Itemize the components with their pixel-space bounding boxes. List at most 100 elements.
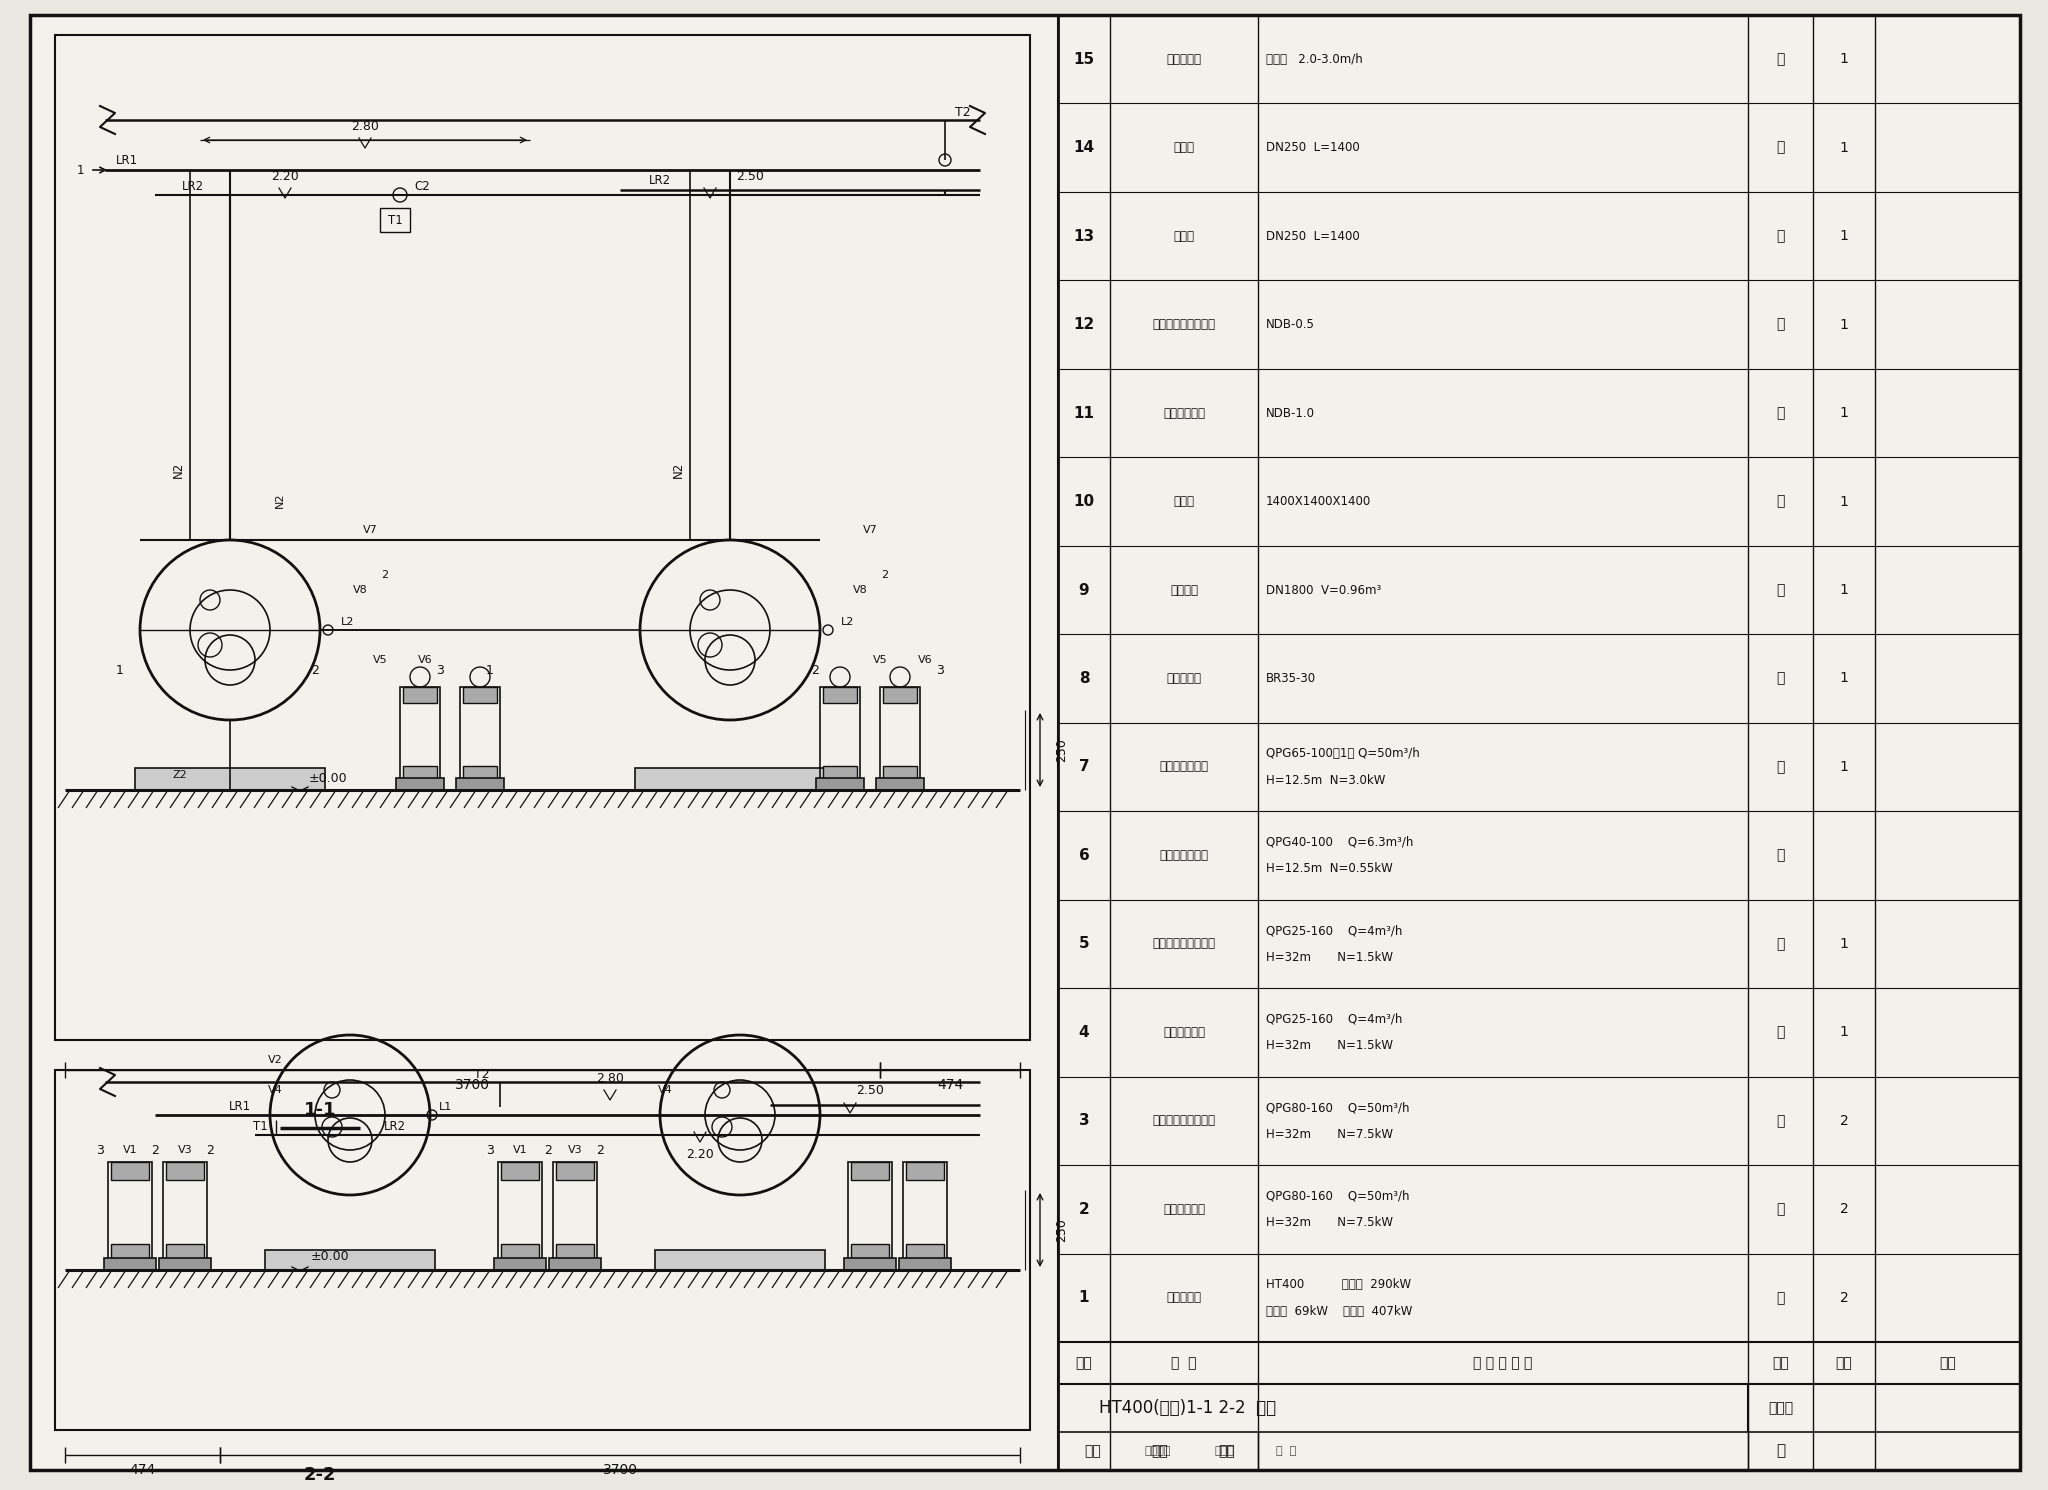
Text: 3: 3 bbox=[485, 1143, 494, 1156]
Text: QPG25-160    Q=4m³/h: QPG25-160 Q=4m³/h bbox=[1266, 924, 1403, 937]
Text: 4: 4 bbox=[1079, 1025, 1090, 1040]
Text: V8: V8 bbox=[352, 586, 367, 595]
Text: 1: 1 bbox=[1839, 229, 1849, 243]
Text: 序号: 序号 bbox=[1075, 1356, 1092, 1369]
Text: 2: 2 bbox=[311, 663, 319, 676]
Text: L2: L2 bbox=[842, 617, 854, 627]
Bar bbox=[498, 1162, 543, 1262]
Text: V8: V8 bbox=[852, 586, 868, 595]
Bar bbox=[55, 34, 1030, 1040]
Text: 1: 1 bbox=[1839, 52, 1849, 66]
Bar bbox=[264, 1250, 434, 1269]
Bar bbox=[111, 1162, 150, 1180]
Text: 能量提升器: 能量提升器 bbox=[1167, 1292, 1202, 1304]
Text: H=32m       N=7.5kW: H=32m N=7.5kW bbox=[1266, 1216, 1393, 1229]
Text: V3: V3 bbox=[178, 1144, 193, 1155]
Text: 2: 2 bbox=[545, 1143, 553, 1156]
Text: 2.80: 2.80 bbox=[596, 1071, 625, 1085]
Text: H=12.5m  N=3.0kW: H=12.5m N=3.0kW bbox=[1266, 773, 1384, 787]
Text: DN1800  V=0.96m³: DN1800 V=0.96m³ bbox=[1266, 584, 1380, 596]
Text: 台: 台 bbox=[1776, 583, 1784, 597]
Text: 2: 2 bbox=[381, 571, 389, 580]
Text: 设计: 设计 bbox=[1219, 1444, 1235, 1459]
Text: 2: 2 bbox=[207, 1143, 213, 1156]
Bar bbox=[635, 767, 825, 790]
Text: 1: 1 bbox=[485, 663, 494, 676]
Text: 14: 14 bbox=[1073, 140, 1094, 155]
Text: V7: V7 bbox=[362, 524, 377, 535]
Text: H=12.5m  N=0.55kW: H=12.5m N=0.55kW bbox=[1266, 863, 1393, 875]
Text: T1: T1 bbox=[387, 213, 401, 226]
Text: 15: 15 bbox=[1073, 52, 1094, 67]
Text: 13: 13 bbox=[1073, 228, 1094, 244]
Text: 台: 台 bbox=[1776, 672, 1784, 685]
Bar bbox=[883, 687, 918, 703]
Text: 图集号: 图集号 bbox=[1767, 1401, 1794, 1416]
Text: 末端水定压罐: 末端水定压罐 bbox=[1163, 407, 1204, 420]
Bar bbox=[555, 1162, 594, 1180]
Text: 台: 台 bbox=[1776, 52, 1784, 66]
Text: 1: 1 bbox=[1839, 937, 1849, 951]
Bar bbox=[555, 1244, 594, 1262]
Text: 250: 250 bbox=[1055, 1217, 1067, 1243]
Bar bbox=[111, 1244, 150, 1262]
Text: 生活热水加压泵: 生活热水加压泵 bbox=[1159, 760, 1208, 773]
Bar bbox=[403, 687, 436, 703]
Text: Z2: Z2 bbox=[172, 770, 186, 779]
Bar bbox=[104, 1258, 156, 1269]
Text: 广泡弘经: 广泡弘经 bbox=[1145, 1445, 1171, 1456]
Text: 1400X1400X1400: 1400X1400X1400 bbox=[1266, 495, 1372, 508]
Text: 手孔刻: 手孔刻 bbox=[1214, 1445, 1235, 1456]
Text: 3700: 3700 bbox=[602, 1463, 637, 1477]
Bar bbox=[395, 778, 444, 790]
Text: 台: 台 bbox=[1776, 1290, 1784, 1305]
Text: 台: 台 bbox=[1776, 1025, 1784, 1040]
Text: 台: 台 bbox=[1776, 760, 1784, 773]
Text: V7: V7 bbox=[862, 524, 877, 535]
Text: QPG25-160    Q=4m³/h: QPG25-160 Q=4m³/h bbox=[1266, 1013, 1403, 1025]
Text: L1: L1 bbox=[440, 1103, 453, 1112]
Text: V4: V4 bbox=[268, 1085, 283, 1095]
Text: 1: 1 bbox=[1839, 583, 1849, 597]
Text: N2: N2 bbox=[172, 462, 184, 478]
Text: 审核: 审核 bbox=[1085, 1444, 1102, 1459]
Text: H=32m       N=1.5kW: H=32m N=1.5kW bbox=[1266, 1039, 1393, 1052]
Bar bbox=[655, 1250, 825, 1269]
Bar bbox=[166, 1244, 205, 1262]
Bar bbox=[494, 1258, 547, 1269]
Bar bbox=[403, 766, 436, 782]
Text: 2: 2 bbox=[596, 1143, 604, 1156]
Text: 1: 1 bbox=[1839, 1025, 1849, 1040]
Text: 集水器: 集水器 bbox=[1174, 142, 1194, 153]
Bar bbox=[819, 687, 860, 782]
Text: 备注: 备注 bbox=[1939, 1356, 1956, 1369]
Text: 自动软水器: 自动软水器 bbox=[1167, 52, 1202, 66]
Text: 板式换热器: 板式换热器 bbox=[1167, 672, 1202, 685]
Text: LR2: LR2 bbox=[383, 1119, 406, 1132]
Text: 能量提升系统循环泵: 能量提升系统循环泵 bbox=[1153, 1115, 1217, 1128]
Bar bbox=[905, 1244, 944, 1262]
Text: 型 号 及 规 格: 型 号 及 规 格 bbox=[1473, 1356, 1532, 1369]
Text: 2: 2 bbox=[1839, 1115, 1849, 1128]
Text: QPG80-160    Q=50m³/h: QPG80-160 Q=50m³/h bbox=[1266, 1101, 1409, 1115]
Text: ±0.00: ±0.00 bbox=[309, 772, 348, 785]
Text: 能量提升系统定压罐: 能量提升系统定压罐 bbox=[1153, 319, 1217, 331]
Text: 2: 2 bbox=[881, 571, 889, 580]
Text: DN250  L=1400: DN250 L=1400 bbox=[1266, 142, 1360, 153]
Text: 250: 250 bbox=[1055, 738, 1067, 761]
Text: 2: 2 bbox=[152, 1143, 160, 1156]
Text: 5: 5 bbox=[1079, 936, 1090, 952]
Text: 补水算: 补水算 bbox=[1174, 495, 1194, 508]
Text: 2: 2 bbox=[1839, 1290, 1849, 1305]
Bar bbox=[502, 1244, 539, 1262]
Bar bbox=[164, 1162, 207, 1262]
Bar bbox=[461, 687, 500, 782]
Text: L2: L2 bbox=[342, 617, 354, 627]
Text: 台: 台 bbox=[1776, 1202, 1784, 1216]
Bar bbox=[109, 1162, 152, 1262]
Text: 474: 474 bbox=[129, 1463, 156, 1477]
Text: ±0.00: ±0.00 bbox=[311, 1250, 350, 1262]
Bar bbox=[903, 1162, 946, 1262]
Text: 2.50: 2.50 bbox=[735, 170, 764, 182]
Text: 末端水补水泵: 末端水补水泵 bbox=[1163, 1027, 1204, 1039]
